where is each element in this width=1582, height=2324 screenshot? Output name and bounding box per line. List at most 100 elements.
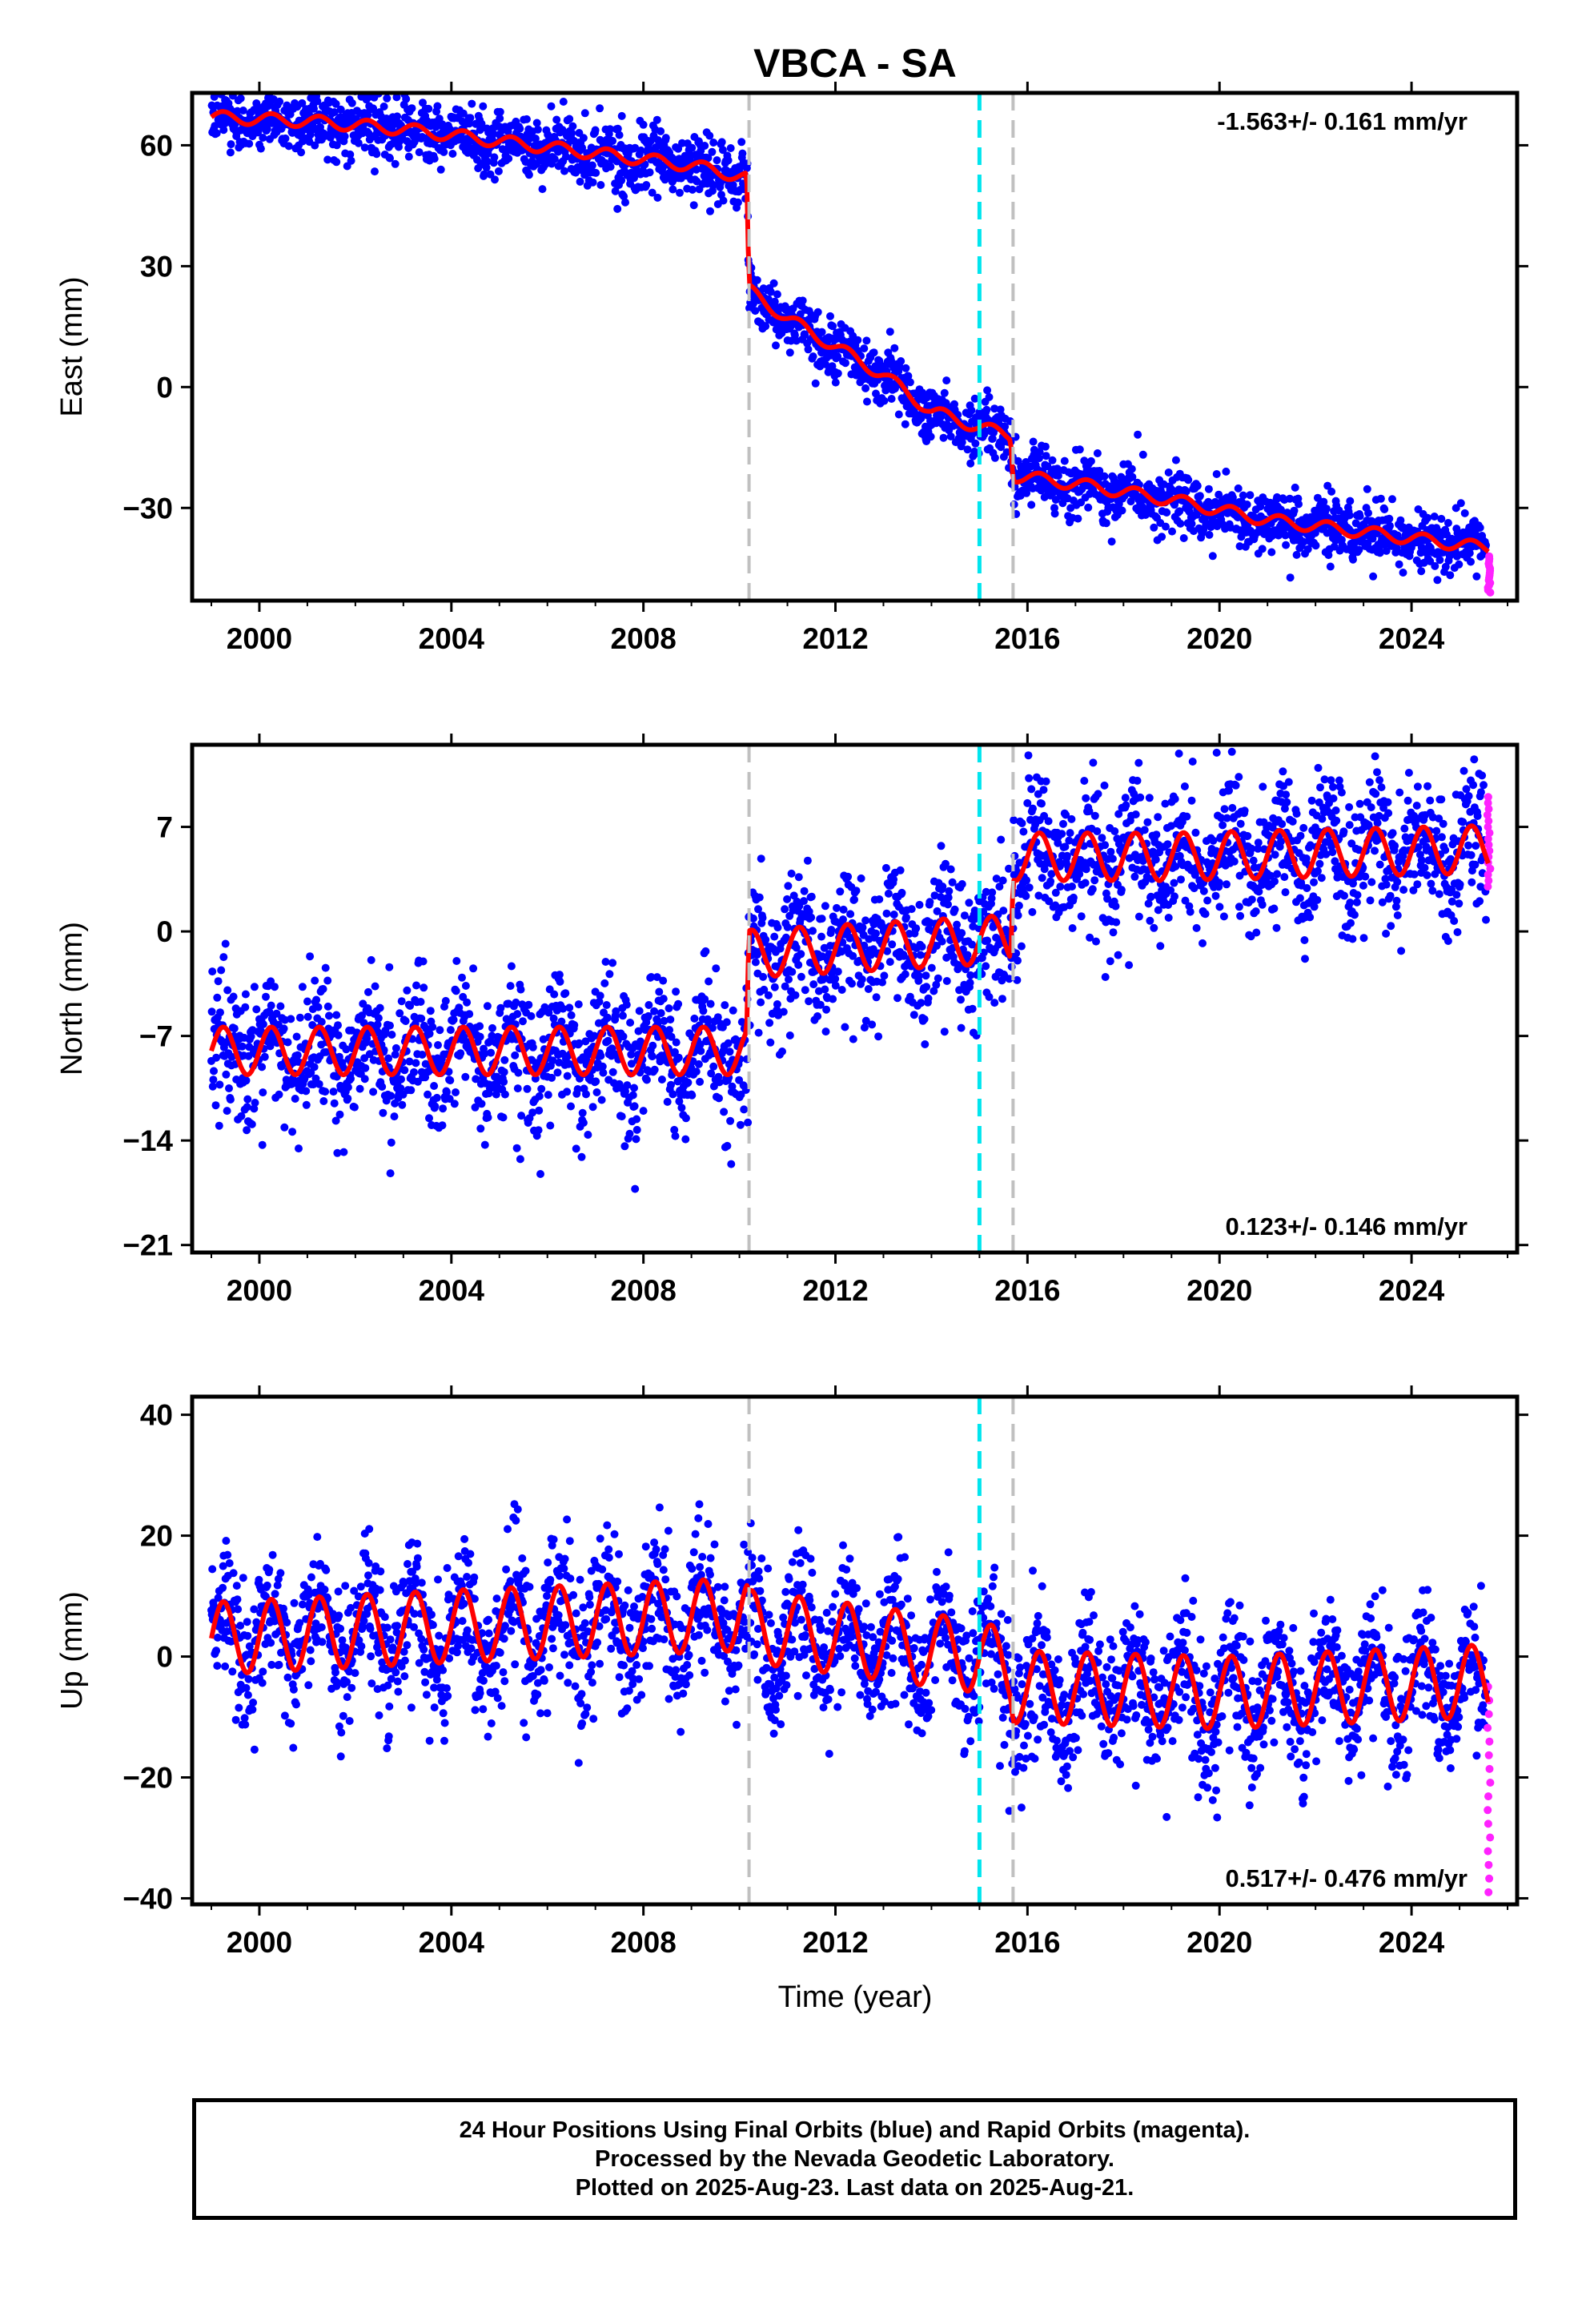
final-orbit-point (1205, 530, 1214, 539)
final-orbit-point (647, 973, 656, 981)
final-orbit-point (259, 134, 267, 142)
final-orbit-point (1228, 493, 1237, 502)
final-orbit-point (1038, 874, 1046, 883)
final-orbit-point (778, 1047, 786, 1055)
final-orbit-point (312, 995, 321, 1004)
final-orbit-point (236, 94, 245, 103)
final-orbit-point (836, 887, 845, 896)
final-orbit-point (500, 1055, 509, 1064)
final-orbit-point (472, 1075, 480, 1084)
final-orbit-point (1163, 840, 1172, 849)
final-orbit-point (387, 1092, 396, 1100)
final-orbit-point (1051, 888, 1060, 897)
final-orbit-point (243, 1095, 252, 1104)
final-orbit-point (801, 331, 809, 340)
final-orbit-point (1035, 454, 1043, 463)
final-orbit-point (292, 1032, 301, 1041)
final-orbit-point (942, 977, 951, 985)
final-orbit-point (1328, 782, 1337, 791)
final-orbit-point (1025, 774, 1034, 782)
final-orbit-point (288, 1128, 297, 1136)
final-orbit-point (899, 951, 908, 960)
final-orbit-point (221, 939, 230, 948)
final-orbit-point (965, 899, 974, 907)
final-orbit-point (850, 895, 858, 904)
final-orbit-point (863, 397, 871, 406)
final-orbit-point (214, 977, 223, 986)
final-orbit-point (293, 1051, 302, 1059)
final-orbit-point (1182, 812, 1191, 821)
final-orbit-point (657, 1076, 666, 1084)
final-orbit-point (1187, 796, 1196, 805)
final-orbit-point (1190, 884, 1199, 893)
final-orbit-point (483, 157, 492, 166)
final-orbit-point (319, 985, 327, 993)
final-orbit-point (661, 134, 670, 143)
final-orbit-point (1209, 836, 1218, 845)
final-orbit-point (751, 307, 760, 316)
final-orbit-point (1313, 493, 1322, 502)
final-orbit-point (1337, 788, 1346, 797)
final-orbit-point (443, 1088, 451, 1096)
final-orbit-point (921, 971, 930, 980)
final-orbit-point (321, 963, 330, 972)
final-orbit-point (1152, 830, 1161, 839)
final-orbit-point (441, 996, 450, 1005)
final-orbit-point (650, 1065, 659, 1074)
final-orbit-point (783, 923, 792, 931)
north-panel: 2000 2004 2008 2012 2016 2020 202470−7−14−21No… (55, 734, 1528, 1307)
final-orbit-point (849, 951, 857, 960)
panel-frame (190, 90, 1520, 603)
final-orbit-point (1203, 896, 1212, 905)
final-orbit-point (496, 1003, 505, 1012)
final-orbit-point (512, 1144, 521, 1152)
final-orbit-point (861, 1016, 870, 1025)
final-orbit-point (329, 1088, 338, 1096)
final-orbit-point (401, 1017, 410, 1025)
final-orbit-point (403, 137, 412, 146)
final-orbit-point (532, 119, 541, 127)
final-orbit-point (761, 935, 770, 944)
final-orbit-point (480, 170, 488, 179)
y-tick-label: 60 (140, 129, 173, 162)
final-orbit-point (574, 1000, 583, 1009)
final-orbit-point (755, 893, 764, 902)
final-orbit-point (1355, 545, 1363, 554)
final-orbit-point (737, 1018, 746, 1027)
final-orbit-point (336, 105, 345, 114)
final-orbit-point (888, 940, 897, 949)
final-orbit-point (998, 876, 1007, 885)
final-orbit-point (531, 135, 540, 143)
final-orbit-point (565, 115, 574, 123)
final-orbit-point (1168, 527, 1176, 536)
final-orbit-point (436, 1026, 444, 1035)
final-orbit-point (644, 1001, 653, 1009)
final-orbit-point (1235, 542, 1244, 551)
final-orbit-point (1315, 859, 1324, 868)
x-tick-label: 2000 (227, 622, 292, 655)
final-orbit-point (773, 290, 781, 299)
final-orbit-point (807, 913, 816, 922)
final-orbit-point (1236, 819, 1245, 828)
final-orbit-point (215, 1121, 223, 1130)
final-orbit-point (364, 93, 372, 102)
final-orbit-point (1270, 904, 1279, 913)
final-orbit-point (957, 995, 965, 1004)
final-orbit-point (958, 929, 966, 938)
final-orbit-point (1246, 491, 1255, 500)
final-orbit-point (709, 139, 718, 147)
final-orbit-point (321, 1088, 330, 1096)
final-orbit-point (1186, 907, 1195, 916)
final-orbit-point (332, 141, 341, 150)
final-orbit-point (310, 104, 318, 113)
final-orbit-point (1314, 763, 1323, 772)
final-orbit-point (548, 1073, 556, 1082)
final-orbit-point (477, 1100, 486, 1108)
final-orbit-point (1467, 557, 1475, 566)
final-orbit-point (1363, 485, 1371, 493)
final-orbit-point (563, 1088, 572, 1096)
final-orbit-point (387, 1031, 396, 1039)
final-orbit-point (1025, 883, 1034, 892)
final-orbit-point (494, 167, 503, 175)
final-orbit-point (667, 1032, 676, 1041)
